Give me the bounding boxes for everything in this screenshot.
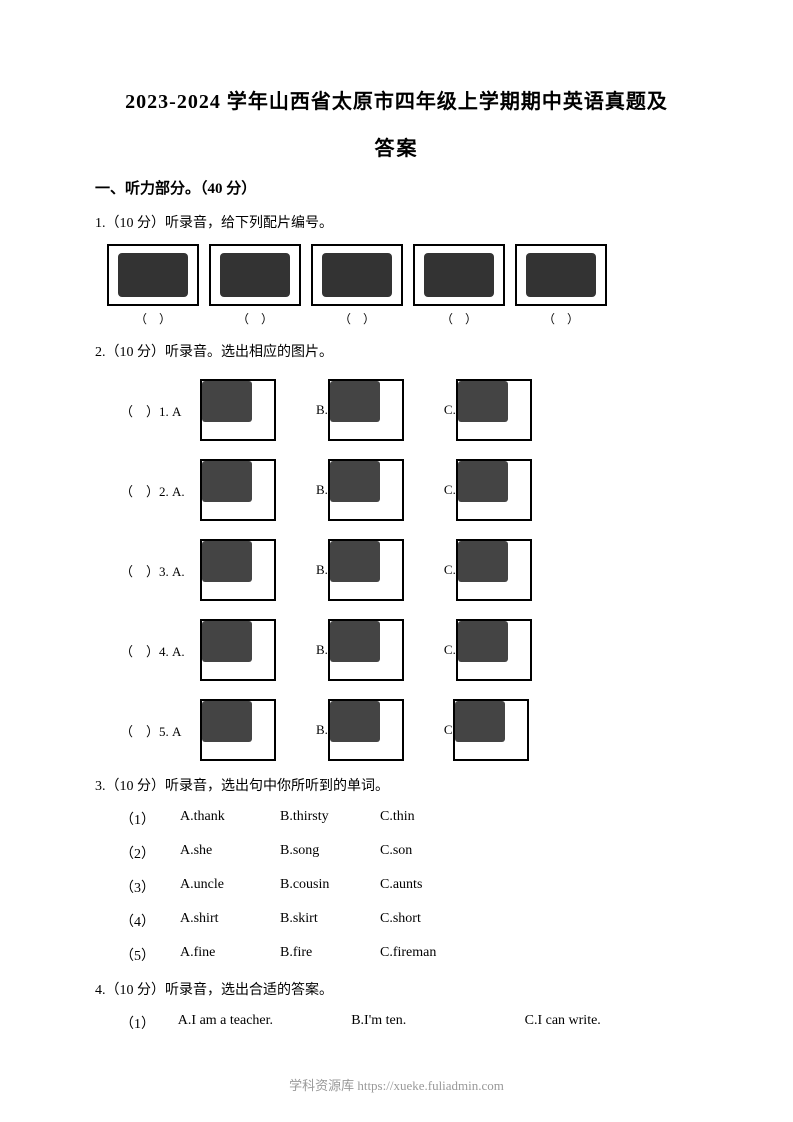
question-4-text: 4.（10 分）听录音，选出合适的答案。 [95, 979, 698, 999]
question-1-text: 1.（10 分）听录音，给下列配片编号。 [95, 212, 698, 232]
q3-2-b: B.song [280, 843, 380, 863]
q3-4-a: A.shirt [180, 911, 280, 931]
q2-4-img-a [200, 619, 276, 681]
q2-5-img-a [200, 699, 276, 761]
q1-img-2 [209, 244, 301, 306]
q1-label-3: （ ） [311, 310, 403, 327]
q3-5-a: A.fine [180, 945, 280, 965]
q3-4-b: B.skirt [280, 911, 380, 931]
footer-text: 学科资源库 https://xueke.fuliadmin.com [0, 1075, 793, 1094]
q2-row-4: （ ）4. A. B. C. [120, 619, 698, 681]
q2-5-img-b [328, 699, 404, 761]
q1-img-3 [311, 244, 403, 306]
q3-2-c: C.son [380, 843, 480, 863]
q2-4-c: C. [444, 642, 456, 658]
q2-2-prefix: （ ）2. A. [120, 481, 200, 500]
q2-3-c: C. [444, 562, 456, 578]
q2-3-img-a [200, 539, 276, 601]
q2-4-prefix: （ ）4. A. [120, 641, 200, 660]
page-title-line1: 2023-2024 学年山西省太原市四年级上学期期中英语真题及 [95, 85, 698, 114]
q3-5-num: （5） [120, 945, 180, 965]
q3-3-a: A.uncle [180, 877, 280, 897]
q2-1-img-c [456, 379, 532, 441]
q3-4-num: （4） [120, 911, 180, 931]
q2-2-c: C. [444, 482, 456, 498]
q2-1-img-b [328, 379, 404, 441]
q3-row-5: （5） A.fine B.fire C.fireman [120, 945, 698, 965]
q3-3-c: C.aunts [380, 877, 480, 897]
q2-4-b: B. [316, 642, 328, 658]
q2-2-img-c [456, 459, 532, 521]
q2-row-1: （ ）1. A B. C. [120, 379, 698, 441]
q2-5-prefix: （ ）5. A [120, 721, 200, 740]
q2-3-b: B. [316, 562, 328, 578]
q2-2-img-a [200, 459, 276, 521]
question-2-text: 2.（10 分）听录音。选出相应的图片。 [95, 341, 698, 361]
q1-img-5 [515, 244, 607, 306]
q2-5-c: C [444, 722, 453, 738]
q1-img-4 [413, 244, 505, 306]
q3-1-a: A.thank [180, 809, 280, 829]
q4-1-a: A.I am a teacher. [178, 1013, 351, 1033]
q1-image-row [107, 244, 698, 306]
q4-1-num: （1） [120, 1013, 178, 1033]
q3-1-c: C.thin [380, 809, 480, 829]
q3-3-num: （3） [120, 877, 180, 897]
q1-label-1: （ ） [107, 310, 199, 327]
q2-3-img-c [456, 539, 532, 601]
q2-1-b: B. [316, 402, 328, 418]
q3-row-2: （2） A.she B.song C.son [120, 843, 698, 863]
section-1-header: 一、听力部分。（40 分） [95, 177, 698, 198]
q4-1-b: B.I'm ten. [351, 1013, 524, 1033]
q3-row-1: （1） A.thank B.thirsty C.thin [120, 809, 698, 829]
q1-label-row: （ ） （ ） （ ） （ ） （ ） [107, 310, 698, 327]
q1-label-4: （ ） [413, 310, 505, 327]
q2-1-img-a [200, 379, 276, 441]
q2-1-prefix: （ ）1. A [120, 401, 200, 420]
q3-3-b: B.cousin [280, 877, 380, 897]
q2-4-img-c [456, 619, 532, 681]
q2-3-img-b [328, 539, 404, 601]
q2-3-prefix: （ ）3. A. [120, 561, 200, 580]
q3-row-3: （3） A.uncle B.cousin C.aunts [120, 877, 698, 897]
q2-4-img-b [328, 619, 404, 681]
q4-1-c: C.I can write. [525, 1013, 698, 1033]
question-3-text: 3.（10 分）听录音，选出句中你所听到的单词。 [95, 775, 698, 795]
q2-row-2: （ ）2. A. B. C. [120, 459, 698, 521]
q2-2-img-b [328, 459, 404, 521]
q1-label-2: （ ） [209, 310, 301, 327]
q2-5-b: B. [316, 722, 328, 738]
q3-2-num: （2） [120, 843, 180, 863]
page-title-line2: 答案 [95, 132, 698, 161]
q1-label-5: （ ） [515, 310, 607, 327]
q3-2-a: A.she [180, 843, 280, 863]
q3-5-c: C.fireman [380, 945, 480, 965]
q3-1-b: B.thirsty [280, 809, 380, 829]
q3-4-c: C.short [380, 911, 480, 931]
q2-5-img-c [453, 699, 529, 761]
q2-row-3: （ ）3. A. B. C. [120, 539, 698, 601]
q4-row-1: （1） A.I am a teacher. B.I'm ten. C.I can… [120, 1013, 698, 1033]
q1-img-1 [107, 244, 199, 306]
q3-1-num: （1） [120, 809, 180, 829]
q2-row-5: （ ）5. A B. C [120, 699, 698, 761]
q3-5-b: B.fire [280, 945, 380, 965]
q2-1-c: C. [444, 402, 456, 418]
q2-2-b: B. [316, 482, 328, 498]
q3-row-4: （4） A.shirt B.skirt C.short [120, 911, 698, 931]
